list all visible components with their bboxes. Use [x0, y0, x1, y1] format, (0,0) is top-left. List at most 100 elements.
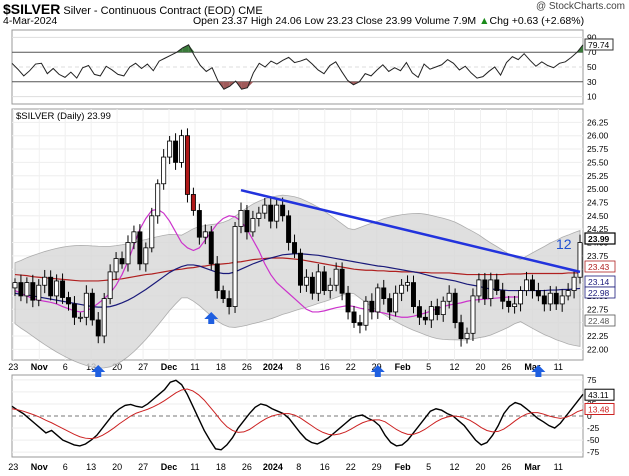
- price-tick-label: 25.25: [587, 171, 609, 181]
- osc-x-tick-label: 20: [112, 462, 122, 472]
- price-x-tick-label: 11: [554, 362, 563, 372]
- candle-body: [12, 282, 18, 289]
- candle-body: [83, 292, 89, 318]
- candle-body: [393, 292, 399, 313]
- candle-body: [351, 311, 357, 324]
- candle-body: [494, 279, 500, 291]
- trendline: [240, 188, 581, 274]
- candle-body: [518, 290, 524, 305]
- price-x-tick-label: 8: [296, 362, 301, 372]
- candle-body: [535, 290, 541, 297]
- osc-x-tick-label: 12: [450, 462, 460, 472]
- osc-x-tick-label: 27: [138, 462, 148, 472]
- price-tick-label: 22.00: [587, 344, 609, 354]
- price-x-tick-label: Dec: [161, 362, 178, 372]
- osc-x-tick-label: 29: [372, 462, 382, 472]
- candle-body: [42, 276, 48, 286]
- price-x-tick-label: 2024: [263, 362, 283, 372]
- candle-body: [387, 298, 393, 313]
- candle-body: [524, 279, 529, 291]
- candle-body: [327, 284, 333, 291]
- candle-body: [54, 280, 60, 297]
- price-x-tick-label: 16: [320, 362, 330, 372]
- candle-body: [232, 226, 238, 307]
- osc-x-tick-label: Mar: [524, 462, 541, 472]
- candle-body: [137, 231, 143, 265]
- chart-header: $SILVER Silver - Continuous Contract (EO…: [3, 1, 263, 17]
- candle-body: [149, 215, 155, 249]
- osc-value-box: [584, 402, 615, 415]
- price-tick-label: 26.25: [587, 117, 609, 127]
- price-value-box: [584, 314, 616, 327]
- candle-body: [95, 319, 101, 337]
- quote-line: Open 23.37 High 24.06 Low 23.23 Close 23…: [193, 15, 584, 27]
- price-tick-label: 25.00: [587, 184, 609, 194]
- candle-body: [196, 210, 202, 238]
- candle-body: [375, 287, 381, 313]
- candle-body: [36, 284, 42, 301]
- osc-x-tick-label: 11: [190, 462, 199, 472]
- candle-body: [470, 295, 476, 334]
- candle-body: [161, 156, 167, 185]
- price-tick-label: 24.25: [587, 224, 609, 234]
- candle-body: [190, 194, 196, 211]
- price-x-tick-label: 5: [426, 362, 431, 372]
- rsi-tick-label: 10: [587, 92, 597, 102]
- candle-body: [71, 303, 77, 318]
- rsi-value-label: 79.74: [588, 40, 610, 50]
- price-x-tick-label: 11: [190, 362, 199, 372]
- osc-x-tick-label: 22: [346, 462, 356, 472]
- osc-x-tick-label: 18: [216, 462, 226, 472]
- price-panel-title: $SILVER (Daily) 23.99: [16, 111, 111, 122]
- price-value-box: [584, 286, 616, 299]
- osc-x-tick-label: Dec: [161, 462, 178, 472]
- rsi-tick-label: 70: [587, 47, 597, 57]
- candle-body: [48, 276, 54, 297]
- price-value-box: [584, 232, 616, 245]
- candle-body: [405, 282, 411, 286]
- candle-body: [452, 292, 458, 324]
- price-tick-label: 25.75: [587, 144, 609, 154]
- osc-value-box: [584, 388, 615, 401]
- price-value-label: 23.99: [588, 234, 610, 244]
- price-x-tick-label: 20: [475, 362, 485, 372]
- annotation-label: 12: [556, 236, 572, 252]
- candle-body: [500, 290, 506, 302]
- candle-body: [143, 247, 149, 265]
- rsi-tick-label: 90: [587, 32, 597, 42]
- osc-x-tick-label: 11: [554, 462, 563, 472]
- candle-body: [399, 284, 405, 294]
- candle-body: [577, 242, 583, 278]
- candle-body: [553, 292, 559, 305]
- osc-x-tick-label: 13: [86, 462, 96, 472]
- candle-body: [30, 282, 36, 301]
- candle-body: [113, 258, 119, 273]
- price-x-tick-label: 22: [346, 362, 356, 372]
- price-tick-label: 25.50: [587, 157, 609, 167]
- candle-body: [179, 135, 184, 163]
- price-tick-label: 26.00: [587, 131, 609, 141]
- candle-body: [571, 276, 577, 291]
- candle-body: [315, 271, 321, 294]
- candle-body: [559, 295, 565, 305]
- candle-body: [506, 300, 512, 307]
- osc-tick-label: 0: [587, 411, 592, 421]
- price-x-tick-label: Feb: [395, 362, 412, 372]
- change-arrow: ▲: [479, 15, 490, 27]
- candle-body: [369, 300, 375, 313]
- candle-body: [262, 204, 268, 214]
- price-x-tick-label: 26: [501, 362, 511, 372]
- change-value: Chg +0.63 (+2.68%): [489, 15, 585, 27]
- candle-body: [24, 282, 30, 297]
- price-x-tick-label: Nov: [31, 362, 48, 372]
- candle-body: [547, 292, 553, 305]
- buy-arrow-icon: [370, 365, 385, 377]
- candle-body: [214, 263, 220, 291]
- candle-body: [411, 282, 416, 307]
- symbol: $SILVER: [3, 1, 61, 17]
- rsi-oversold-fill: [347, 81, 354, 85]
- candle-body: [321, 271, 327, 291]
- candle-body: [226, 298, 232, 307]
